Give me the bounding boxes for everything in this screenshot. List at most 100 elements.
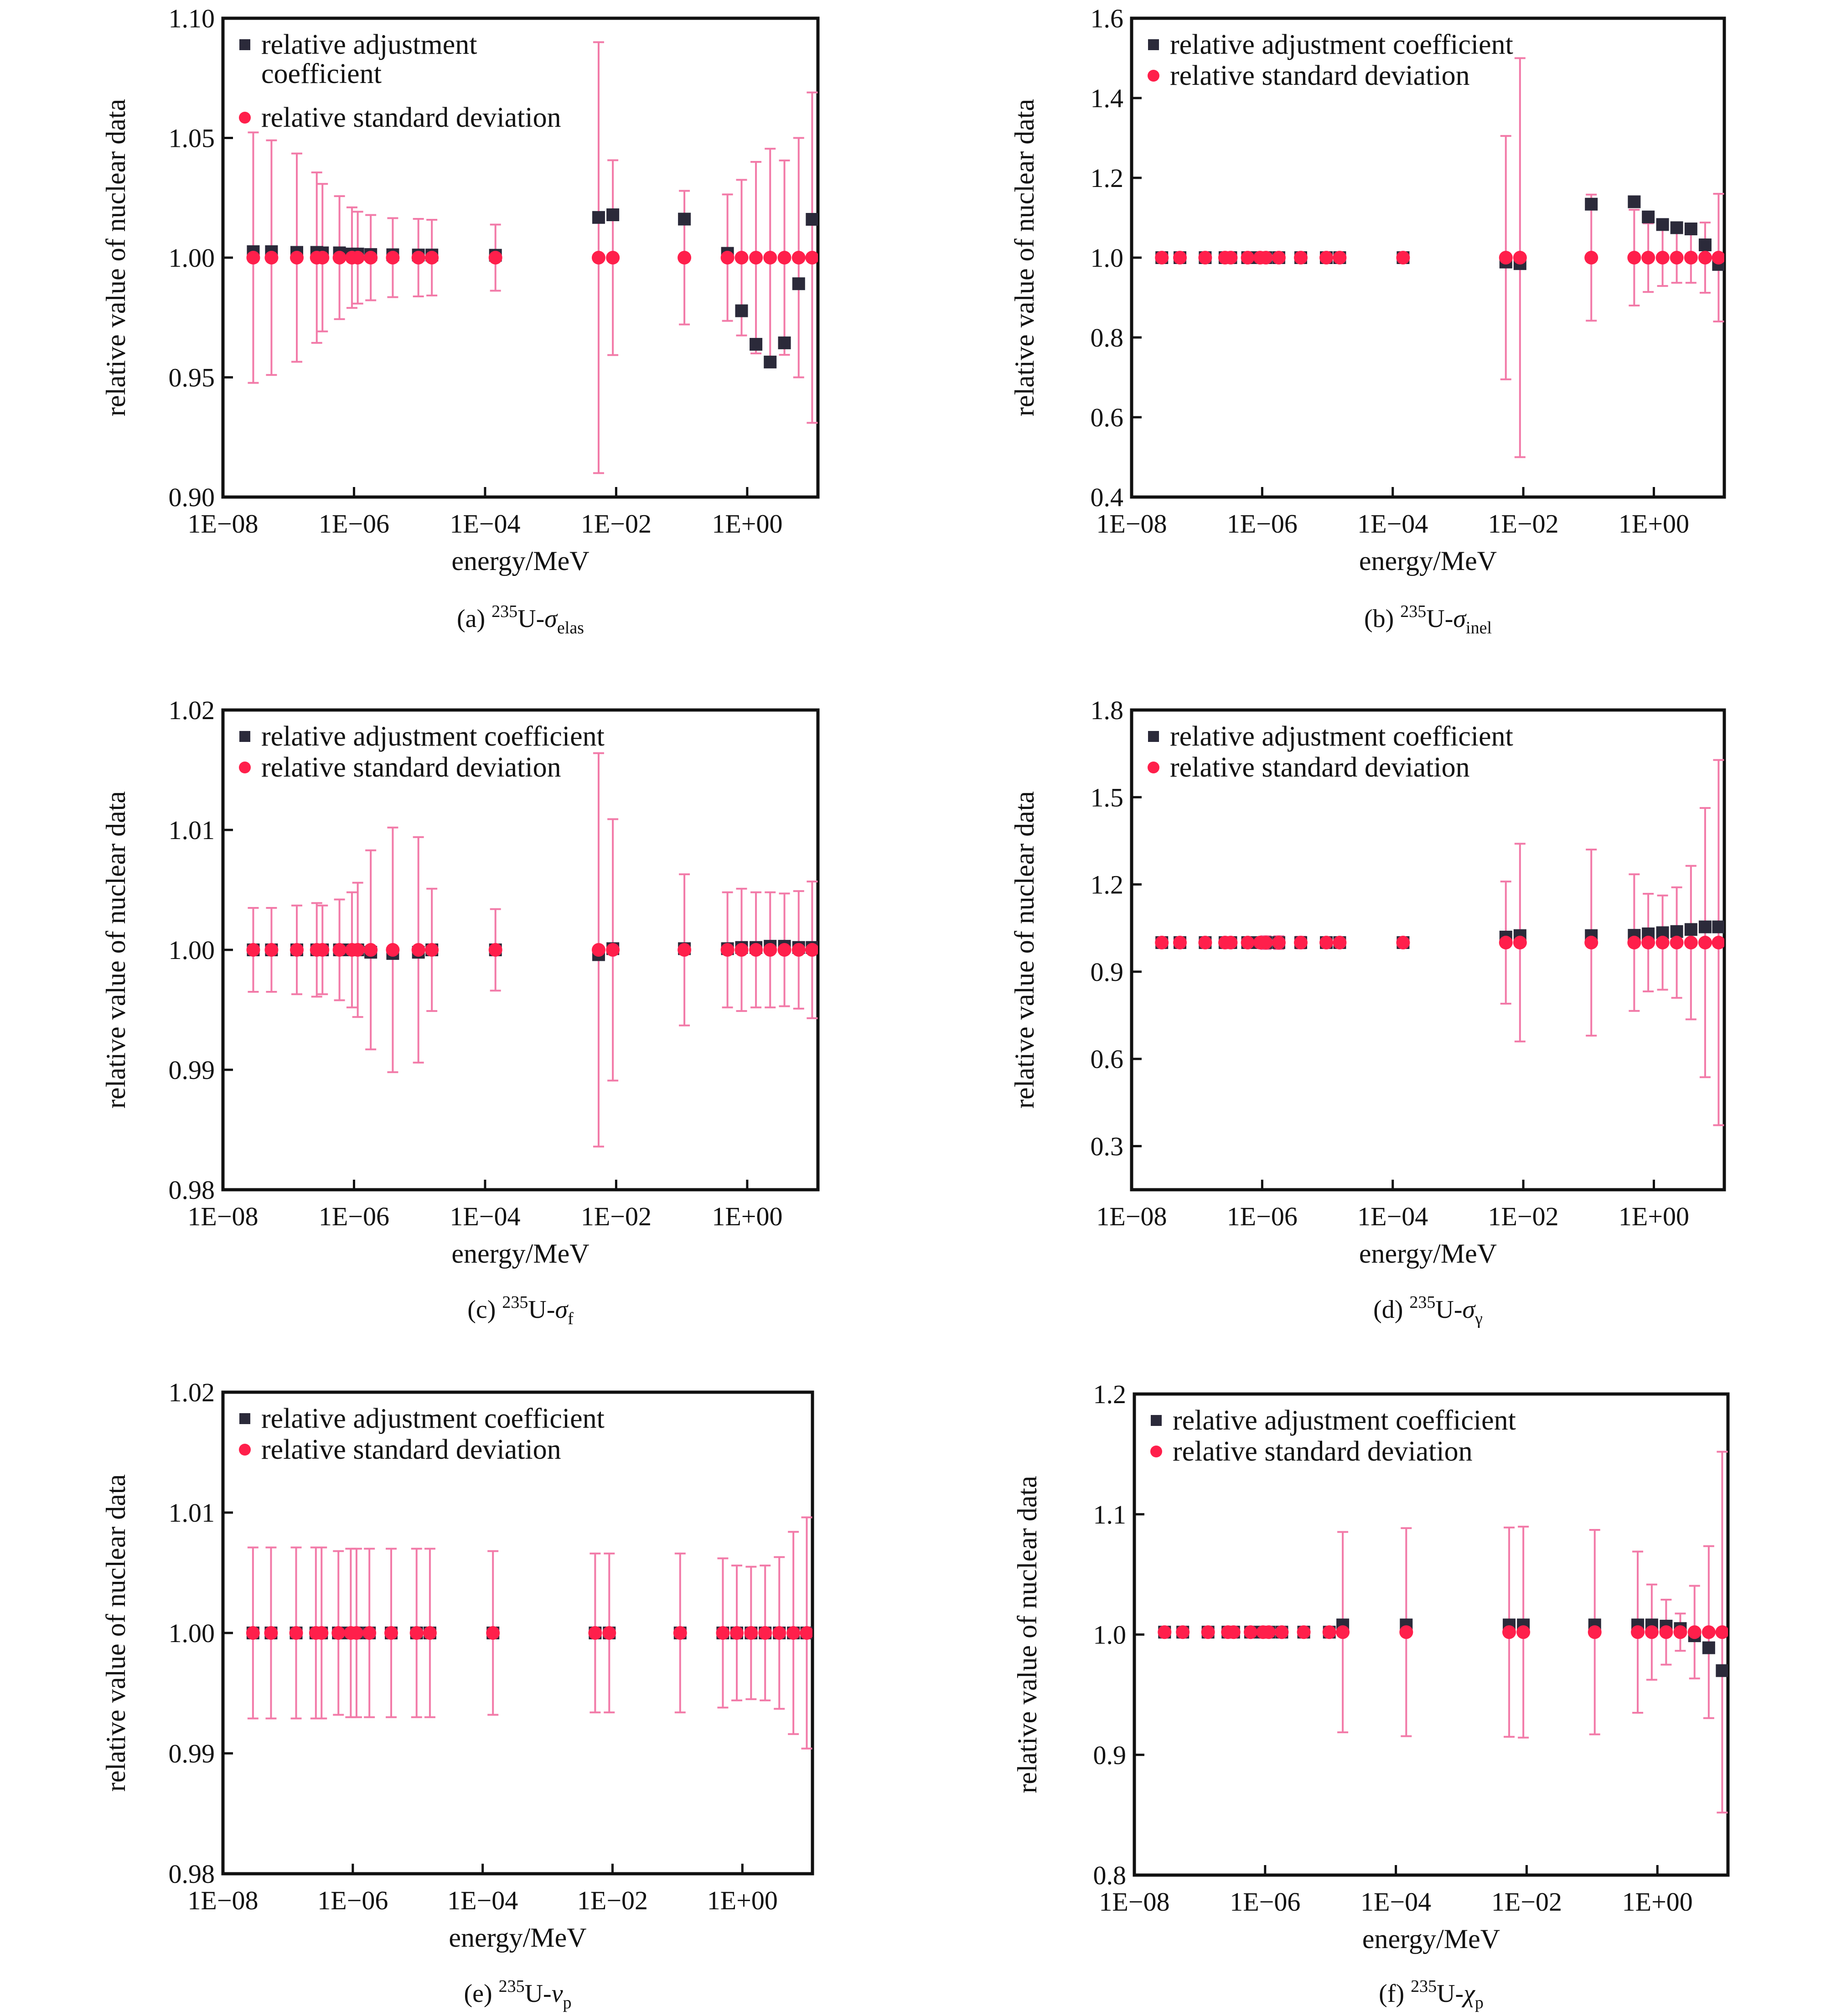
adjustment-point	[792, 277, 805, 290]
deviation-point	[1259, 251, 1273, 264]
y-tick-label: 1.8	[1091, 695, 1124, 725]
deviation-point	[716, 1626, 730, 1640]
deviation-point	[384, 1626, 398, 1640]
deviation-point	[264, 943, 279, 957]
deviation-point	[331, 1626, 346, 1640]
x-tick-label: 1E−02	[1488, 1202, 1559, 1231]
adjustment-point	[606, 208, 620, 222]
deviation-point	[364, 943, 378, 957]
deviation-point	[606, 251, 620, 264]
deviation-point	[1584, 936, 1598, 950]
y-tick-label: 1.00	[169, 243, 215, 273]
y-tick-label: 0.6	[1091, 403, 1124, 432]
deviation-point	[1655, 251, 1670, 264]
deviation-point	[349, 1626, 363, 1640]
legend-square-icon	[1148, 39, 1159, 50]
y-axis-title: relative value of nuclear data	[101, 1474, 131, 1792]
deviation-point	[1715, 1625, 1728, 1639]
deviation-point	[1659, 1625, 1673, 1639]
x-tick-label: 1E−02	[581, 509, 652, 539]
chart-panel-b: 1E−08 1E−06 1E−04 1E−02 1E+00 0.4 0.6 0.8 1.0 1.2…	[1009, 4, 1726, 637]
deviation-point	[246, 251, 260, 264]
deviation-point	[772, 1626, 786, 1640]
deviation-point	[1645, 1625, 1659, 1639]
deviation-point	[1399, 1625, 1413, 1639]
legend-label-deviation: relative standard deviation	[261, 1434, 561, 1465]
legend-circle-icon	[239, 112, 251, 124]
y-tick-label: 1.1	[1093, 1500, 1127, 1529]
chart-panel-d: 1E−08 1E−06 1E−04 1E−02 1E+00 0.3 0.6 0.9 1.2 1.5…	[1009, 695, 1726, 1328]
adjustment-point	[1656, 218, 1669, 231]
deviation-point	[1684, 936, 1698, 950]
deviation-point	[1513, 251, 1527, 264]
x-axis-title: energy/MeV	[451, 546, 589, 576]
adjustment-point	[592, 211, 605, 224]
y-tick-label: 1.0	[1093, 1620, 1127, 1650]
legend: relative adjustment coefficientrelative …	[1148, 721, 1513, 783]
deviation-point	[488, 943, 502, 957]
deviation-point	[588, 1626, 602, 1640]
y-tick-label: 1.2	[1093, 1379, 1127, 1409]
deviation-point	[425, 251, 439, 264]
deviation-point	[777, 943, 791, 957]
deviation-point	[1670, 936, 1684, 950]
deviation-point	[1641, 936, 1655, 950]
deviation-point	[246, 943, 260, 957]
y-tick-label: 0.9	[1091, 957, 1124, 987]
deviation-point	[1322, 1625, 1336, 1639]
x-tick-label: 1E−04	[1357, 1202, 1428, 1231]
deviation-point	[488, 251, 502, 264]
legend-circle-icon	[1148, 70, 1159, 82]
panel-caption: (c) 235U-σf	[467, 1293, 574, 1328]
deviation-point	[744, 1626, 758, 1640]
y-tick-label: 0.99	[169, 1055, 215, 1085]
data-layer	[246, 752, 818, 1148]
legend-label-adjustment: relative adjustment coefficient	[261, 1403, 605, 1434]
adjustment-point	[1698, 920, 1712, 933]
x-tick-label: 1E−02	[1488, 509, 1559, 539]
x-axis-title: energy/MeV	[1359, 1239, 1497, 1269]
y-tick-label: 1.00	[169, 935, 215, 965]
y-tick-label: 0.99	[169, 1739, 215, 1768]
deviation-point	[1173, 936, 1187, 950]
deviation-point	[805, 251, 818, 264]
x-tick-label: 1E−06	[317, 1886, 388, 1915]
deviation-point	[1333, 251, 1347, 264]
adjustment-point	[1585, 197, 1598, 211]
x-tick-label: 1E−02	[1491, 1887, 1562, 1917]
y-tick-label: 1.0	[1091, 243, 1124, 273]
deviation-point	[332, 251, 347, 264]
deviation-point	[1641, 251, 1655, 264]
y-tick-label: 0.90	[169, 482, 215, 512]
deviation-point	[602, 1626, 616, 1640]
x-tick-label: 1E−04	[1357, 509, 1428, 539]
y-axis-title: relative value of nuclear data	[1012, 1476, 1042, 1793]
chart-panel-c: 1E−08 1E−06 1E−04 1E−02 1E+00 0.98 0.99 1.00 1.0…	[101, 695, 820, 1328]
deviation-point	[289, 1626, 303, 1640]
deviation-point	[1201, 1625, 1215, 1639]
deviation-point	[791, 943, 806, 957]
y-tick-label: 0.95	[169, 363, 215, 393]
deviation-point	[591, 251, 605, 264]
deviation-point	[1294, 936, 1308, 950]
deviation-point	[315, 1626, 329, 1640]
deviation-point	[1670, 251, 1684, 264]
panel-caption: (d) 235U-σγ	[1373, 1293, 1483, 1328]
deviation-point	[425, 943, 439, 957]
x-tick-label: 1E−04	[1360, 1887, 1431, 1917]
deviation-point	[351, 943, 365, 957]
y-tick-label: 1.01	[169, 815, 215, 845]
legend-label-adjustment: relative adjustment	[261, 29, 477, 60]
panel-caption: (a) 235U-σelas	[457, 602, 584, 637]
legend-label-adjustment: relative adjustment coefficient	[1170, 721, 1513, 752]
y-tick-label: 0.6	[1091, 1044, 1124, 1074]
deviation-point	[1173, 251, 1187, 264]
deviation-point	[730, 1626, 744, 1640]
legend-square-icon	[1151, 1415, 1162, 1426]
x-tick-label: 1E−04	[450, 1202, 520, 1231]
legend-square-icon	[239, 1413, 250, 1424]
y-tick-label: 1.5	[1091, 783, 1124, 812]
plot-frame	[1130, 708, 1726, 1192]
deviation-point	[734, 943, 749, 957]
